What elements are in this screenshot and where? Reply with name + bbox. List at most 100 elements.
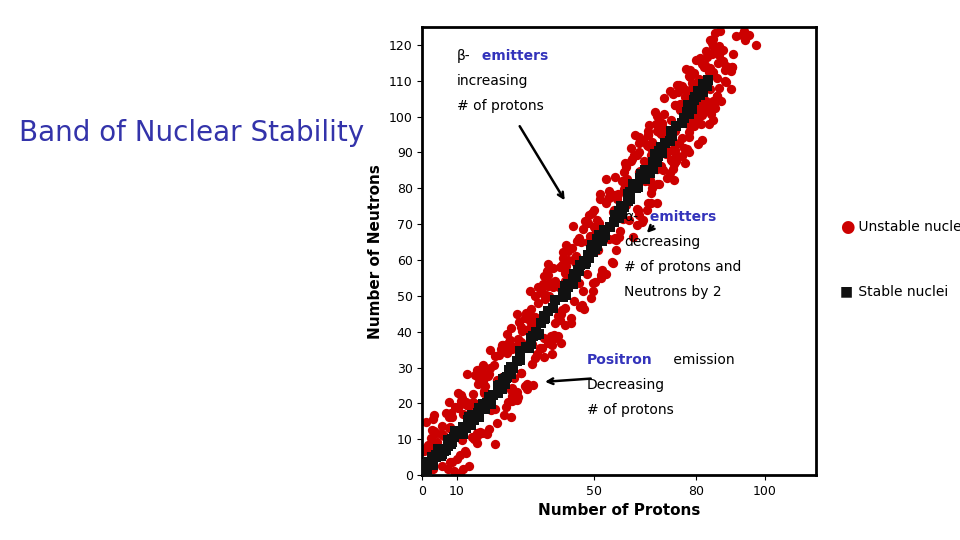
Point bbox=[608, 246, 623, 254]
Point bbox=[653, 122, 668, 130]
Point bbox=[706, 35, 721, 44]
Point bbox=[584, 293, 599, 302]
Point bbox=[540, 271, 556, 279]
Point bbox=[547, 334, 563, 342]
Point bbox=[580, 251, 595, 259]
Point bbox=[503, 386, 518, 394]
Point bbox=[639, 206, 655, 214]
Point bbox=[460, 401, 475, 409]
Point bbox=[517, 314, 533, 322]
Point bbox=[693, 119, 708, 128]
Point bbox=[493, 373, 509, 382]
Point bbox=[444, 437, 460, 446]
Text: emitters: emitters bbox=[645, 210, 716, 224]
Point bbox=[708, 103, 723, 112]
Point bbox=[557, 277, 572, 286]
Point bbox=[547, 295, 563, 304]
Point bbox=[557, 285, 572, 294]
Point bbox=[710, 42, 726, 50]
Point bbox=[475, 369, 491, 377]
Text: Band of Nuclear Stability: Band of Nuclear Stability bbox=[19, 119, 365, 147]
Point bbox=[510, 393, 525, 402]
Point bbox=[708, 29, 723, 37]
Point bbox=[711, 50, 727, 59]
Point bbox=[618, 163, 634, 172]
Point bbox=[585, 287, 600, 296]
Point bbox=[503, 413, 518, 421]
Point bbox=[437, 432, 452, 441]
Point bbox=[650, 111, 665, 120]
Point bbox=[692, 53, 708, 62]
Point bbox=[602, 222, 617, 231]
Point bbox=[535, 343, 550, 352]
Point bbox=[519, 384, 535, 393]
Point bbox=[540, 260, 555, 268]
Point bbox=[675, 82, 690, 90]
Point bbox=[637, 177, 653, 185]
Point bbox=[686, 90, 702, 99]
Point bbox=[504, 383, 519, 392]
Point bbox=[621, 216, 636, 225]
Point bbox=[584, 231, 599, 240]
Point bbox=[439, 446, 454, 454]
Point bbox=[665, 90, 681, 98]
Point bbox=[595, 232, 611, 241]
Point bbox=[677, 92, 692, 101]
Point bbox=[710, 58, 726, 67]
Point bbox=[651, 127, 666, 136]
Point bbox=[514, 338, 529, 346]
Point bbox=[683, 86, 698, 94]
Point bbox=[476, 376, 492, 385]
Point bbox=[629, 221, 644, 230]
Point bbox=[497, 380, 513, 389]
Point bbox=[684, 116, 699, 125]
Point bbox=[531, 299, 546, 307]
Point bbox=[683, 87, 698, 96]
Point bbox=[503, 335, 518, 344]
Point bbox=[488, 440, 503, 448]
Point bbox=[566, 297, 582, 306]
Point bbox=[615, 215, 631, 224]
Point bbox=[571, 266, 587, 275]
Point bbox=[461, 461, 476, 470]
Point bbox=[518, 343, 534, 352]
Point bbox=[582, 250, 597, 259]
Point bbox=[477, 382, 492, 390]
Point bbox=[597, 231, 612, 239]
Point bbox=[507, 374, 522, 382]
Text: α-: α- bbox=[624, 210, 638, 224]
Point bbox=[684, 79, 700, 87]
Point bbox=[654, 118, 669, 127]
Point bbox=[536, 272, 551, 280]
Point bbox=[498, 373, 514, 382]
Point bbox=[442, 398, 457, 407]
Point bbox=[424, 453, 440, 462]
Point bbox=[640, 141, 656, 150]
Point bbox=[417, 465, 432, 474]
Point bbox=[553, 315, 568, 324]
Point bbox=[675, 119, 690, 127]
Point bbox=[539, 290, 554, 299]
Point bbox=[555, 293, 570, 301]
Point bbox=[558, 281, 573, 290]
Point bbox=[608, 190, 623, 199]
Point bbox=[649, 180, 664, 188]
Point bbox=[519, 380, 535, 388]
Point bbox=[513, 355, 528, 364]
Point bbox=[514, 327, 529, 335]
Point bbox=[681, 133, 696, 141]
Point bbox=[597, 226, 612, 234]
Point bbox=[704, 50, 719, 58]
Text: # of protons and: # of protons and bbox=[624, 260, 742, 274]
Point bbox=[449, 455, 465, 463]
Point bbox=[592, 195, 608, 204]
Point bbox=[577, 217, 592, 225]
Point bbox=[536, 279, 551, 288]
Point bbox=[470, 406, 486, 415]
Point bbox=[540, 306, 555, 315]
Point bbox=[540, 282, 556, 291]
Point bbox=[701, 99, 716, 108]
Point bbox=[428, 429, 444, 438]
Point bbox=[703, 110, 718, 119]
Point bbox=[690, 86, 706, 95]
